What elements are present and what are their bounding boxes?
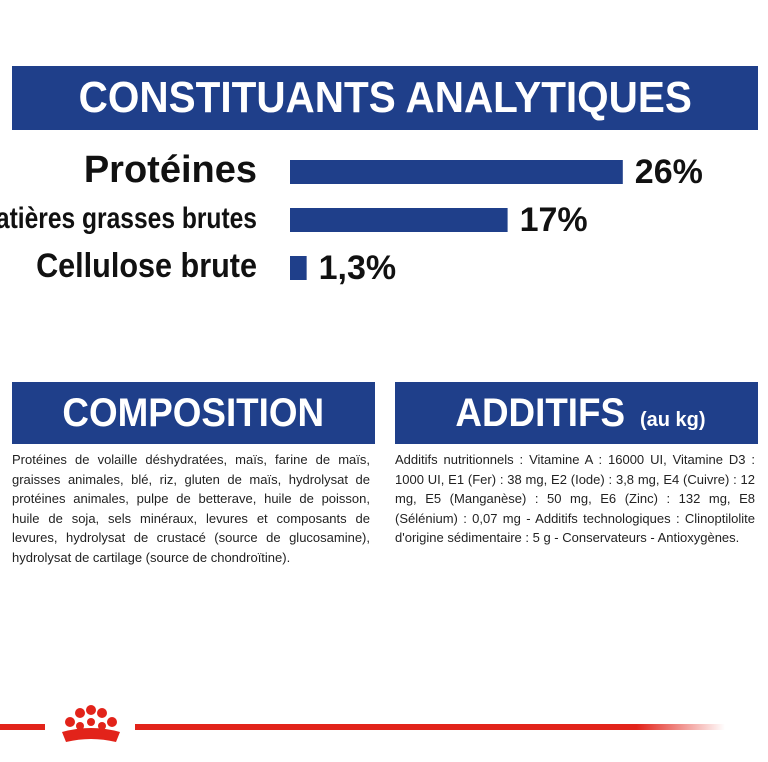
value-label: 17% (520, 201, 588, 239)
composition-text: Protéines de volaille déshydratées, maïs… (12, 452, 370, 565)
chart-title: CONSTITUANTS ANALYTIQUES (78, 73, 692, 122)
composition-banner: COMPOSITION (12, 382, 375, 444)
title-banner: CONSTITUANTS ANALYTIQUES (12, 66, 758, 130)
value-label: 1,3% (319, 249, 397, 287)
category-label: Cellulose brute (36, 247, 257, 285)
additifs-unit: (au kg) (639, 408, 706, 431)
bar (290, 256, 307, 280)
bar (290, 160, 623, 184)
category-label: Protéines (84, 149, 257, 191)
footer-logo (0, 705, 725, 742)
additifs-banner: ADDITIFS (au kg) (395, 382, 758, 444)
additifs-title: ADDITIFS (454, 390, 625, 435)
chart: Protéines 26% Matières grasses brutes 17% Ce… (0, 149, 703, 287)
bar (290, 208, 508, 232)
additifs-text: Additifs nutritionnels : Vitamine A : 16… (395, 452, 755, 545)
category-label: Matières grasses brutes (0, 201, 257, 235)
composition-title: COMPOSITION (62, 390, 325, 435)
value-label: 26% (635, 153, 703, 191)
